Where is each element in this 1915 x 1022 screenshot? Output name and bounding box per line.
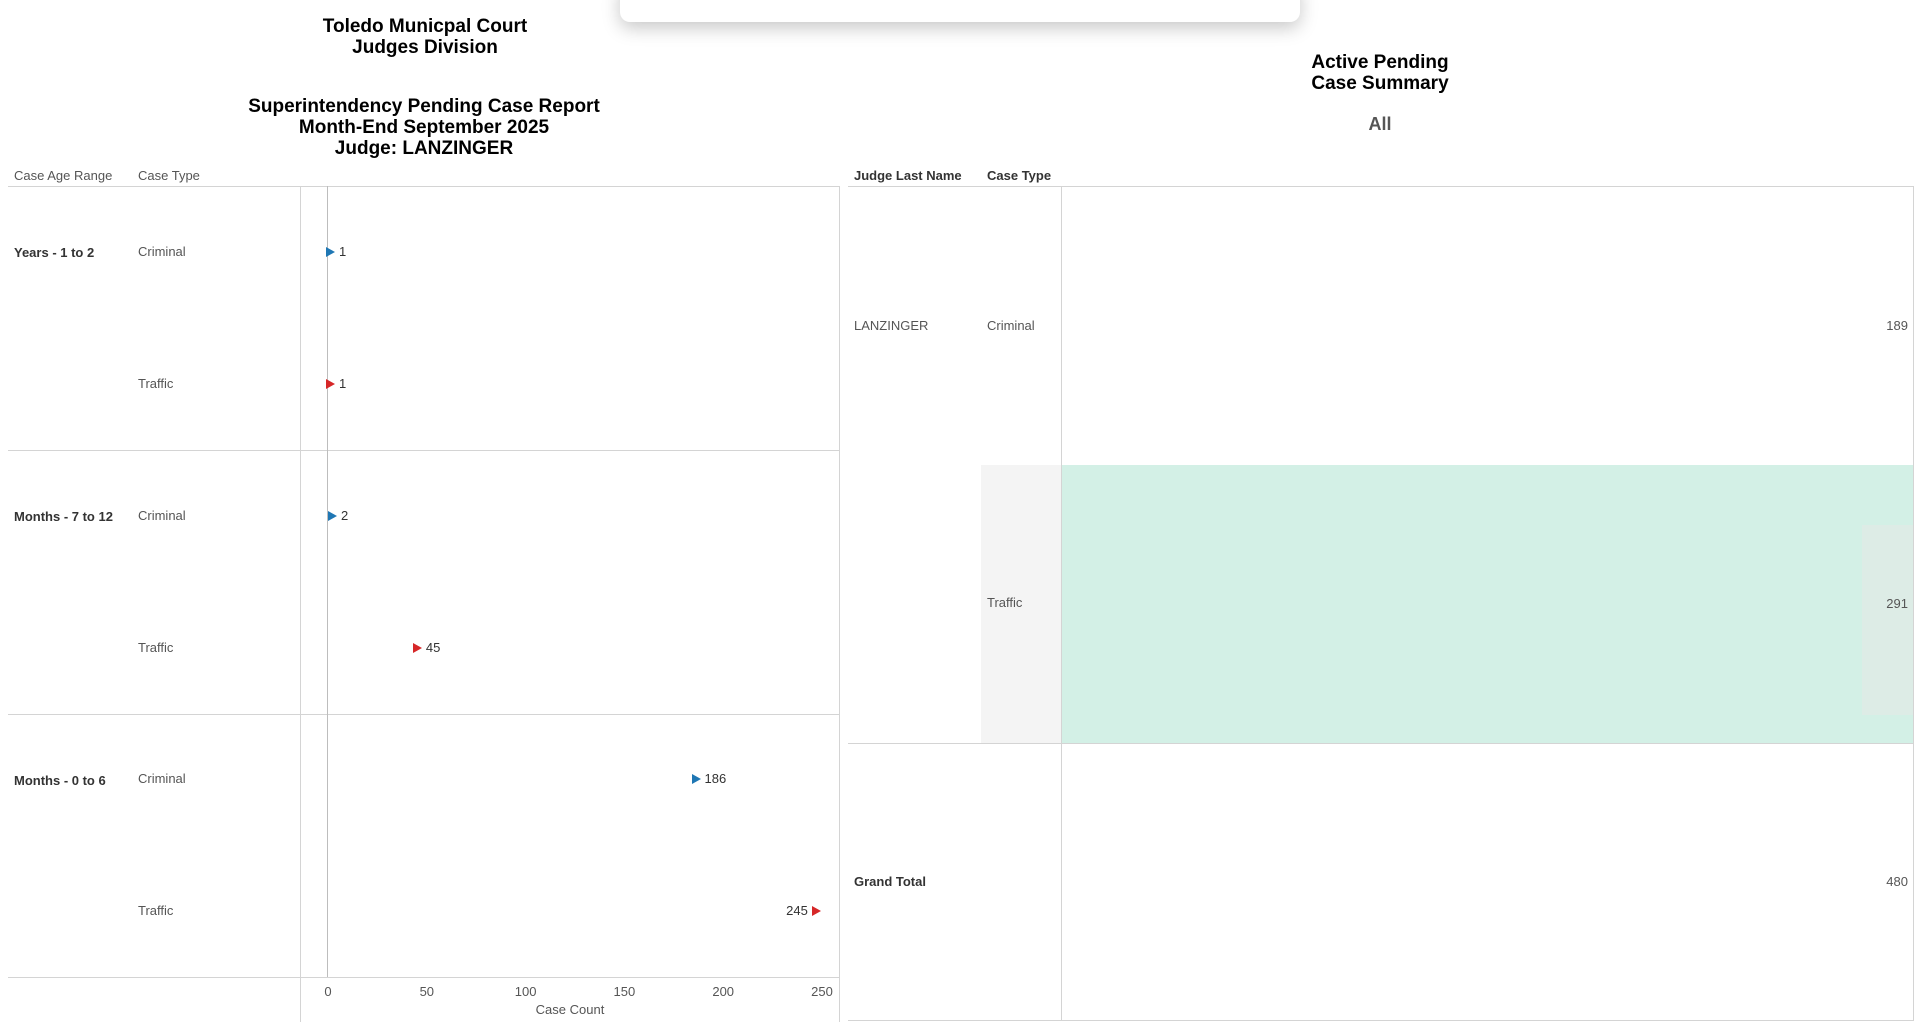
data-label: 245	[786, 903, 808, 918]
report-title-line-3: Judge: LANZINGER	[334, 138, 514, 159]
right-total-divider	[848, 743, 1914, 744]
row-label-criminal: Criminal	[138, 244, 186, 259]
case-type-criminal: Criminal	[987, 318, 1035, 333]
data-point-0-6-traffic[interactable]: 245	[786, 903, 821, 918]
x-tick-label: 0	[324, 984, 332, 999]
summary-title-line-1: Active Pending	[1311, 52, 1449, 73]
col-header-judge-last-name[interactable]: Judge Last Name	[854, 168, 962, 183]
judge-filter-value[interactable]: All	[1368, 114, 1392, 134]
row-label-criminal: Criminal	[138, 508, 186, 523]
triangle-marker-icon	[327, 510, 337, 521]
x-tick-label: 200	[712, 984, 735, 999]
data-label: 1	[338, 244, 347, 259]
triangle-marker-icon	[811, 905, 821, 916]
data-point-years-traffic[interactable]: 1	[325, 376, 347, 391]
criminal-count: 189	[1886, 318, 1908, 333]
x-tick-label: 50	[419, 984, 435, 999]
left-bottom-border	[8, 977, 840, 978]
zero-axis-line	[327, 186, 328, 977]
data-point-7-12-traffic[interactable]: 45	[412, 640, 441, 655]
group-label-months-0-6: Months - 0 to 6	[14, 773, 106, 788]
right-top-border	[848, 186, 1914, 187]
report-title-line-1: Superintendency Pending Case Report	[248, 96, 600, 117]
triangle-marker-icon	[325, 246, 335, 257]
court-title: Toledo Municpal Court Judges Division	[320, 16, 530, 58]
judge-name-cell: LANZINGER	[854, 318, 929, 333]
x-axis-label: Case Count	[535, 1002, 605, 1017]
summary-title-line-2: Case Summary	[1311, 73, 1449, 94]
left-top-border	[8, 186, 840, 187]
left-group-divider-2	[8, 714, 840, 715]
report-title: Superintendency Pending Case Report Mont…	[248, 96, 600, 159]
summary-title: Active Pending Case Summary	[1280, 52, 1480, 94]
data-point-years-criminal[interactable]: 1	[325, 244, 347, 259]
data-point-7-12-criminal[interactable]: 2	[327, 508, 349, 523]
court-title-line-2: Judges Division	[352, 37, 498, 58]
row-label-traffic: Traffic	[138, 376, 174, 391]
row-label-traffic: Traffic	[138, 640, 174, 655]
row-label-criminal: Criminal	[138, 771, 186, 786]
left-right-border	[839, 186, 840, 1022]
row-label-traffic: Traffic	[138, 903, 174, 918]
x-tick-label: 150	[613, 984, 636, 999]
grand-total-label: Grand Total	[854, 874, 926, 889]
data-label: 186	[704, 771, 727, 786]
highlighted-row-label-cell	[981, 465, 1062, 743]
x-tick-label: 100	[514, 984, 537, 999]
left-pane-divider	[300, 186, 301, 1022]
group-label-years-1-2: Years - 1 to 2	[14, 245, 95, 260]
overlay-shadow-strip	[620, 0, 1300, 22]
group-label-months-7-12: Months - 7 to 12	[14, 509, 113, 524]
triangle-marker-icon	[325, 378, 335, 389]
data-point-0-6-criminal[interactable]: 186	[691, 771, 727, 786]
col-header-case-age[interactable]: Case Age Range	[14, 168, 113, 183]
data-label: 45	[425, 640, 441, 655]
triangle-marker-icon	[412, 642, 422, 653]
highlighted-value-cell	[1862, 525, 1914, 715]
right-pane-divider	[1061, 186, 1062, 1020]
highlighted-row-bar[interactable]	[1062, 465, 1914, 743]
data-label: 2	[340, 508, 349, 523]
grand-total-value: 480	[1886, 874, 1908, 889]
case-type-traffic: Traffic	[987, 595, 1023, 610]
right-right-border	[1913, 186, 1914, 1020]
right-bottom-border	[848, 1020, 1914, 1021]
col-header-case-type[interactable]: Case Type	[138, 168, 200, 183]
court-title-line-1: Toledo Municpal Court	[322, 16, 528, 37]
report-title-line-2: Month-End September 2025	[298, 117, 550, 138]
col-header-case-type[interactable]: Case Type	[987, 168, 1052, 183]
traffic-count: 291	[1886, 596, 1908, 611]
triangle-marker-icon	[691, 773, 701, 784]
x-tick-label: 250	[811, 984, 833, 999]
data-label: 1	[338, 376, 347, 391]
left-group-divider-1	[8, 450, 840, 451]
